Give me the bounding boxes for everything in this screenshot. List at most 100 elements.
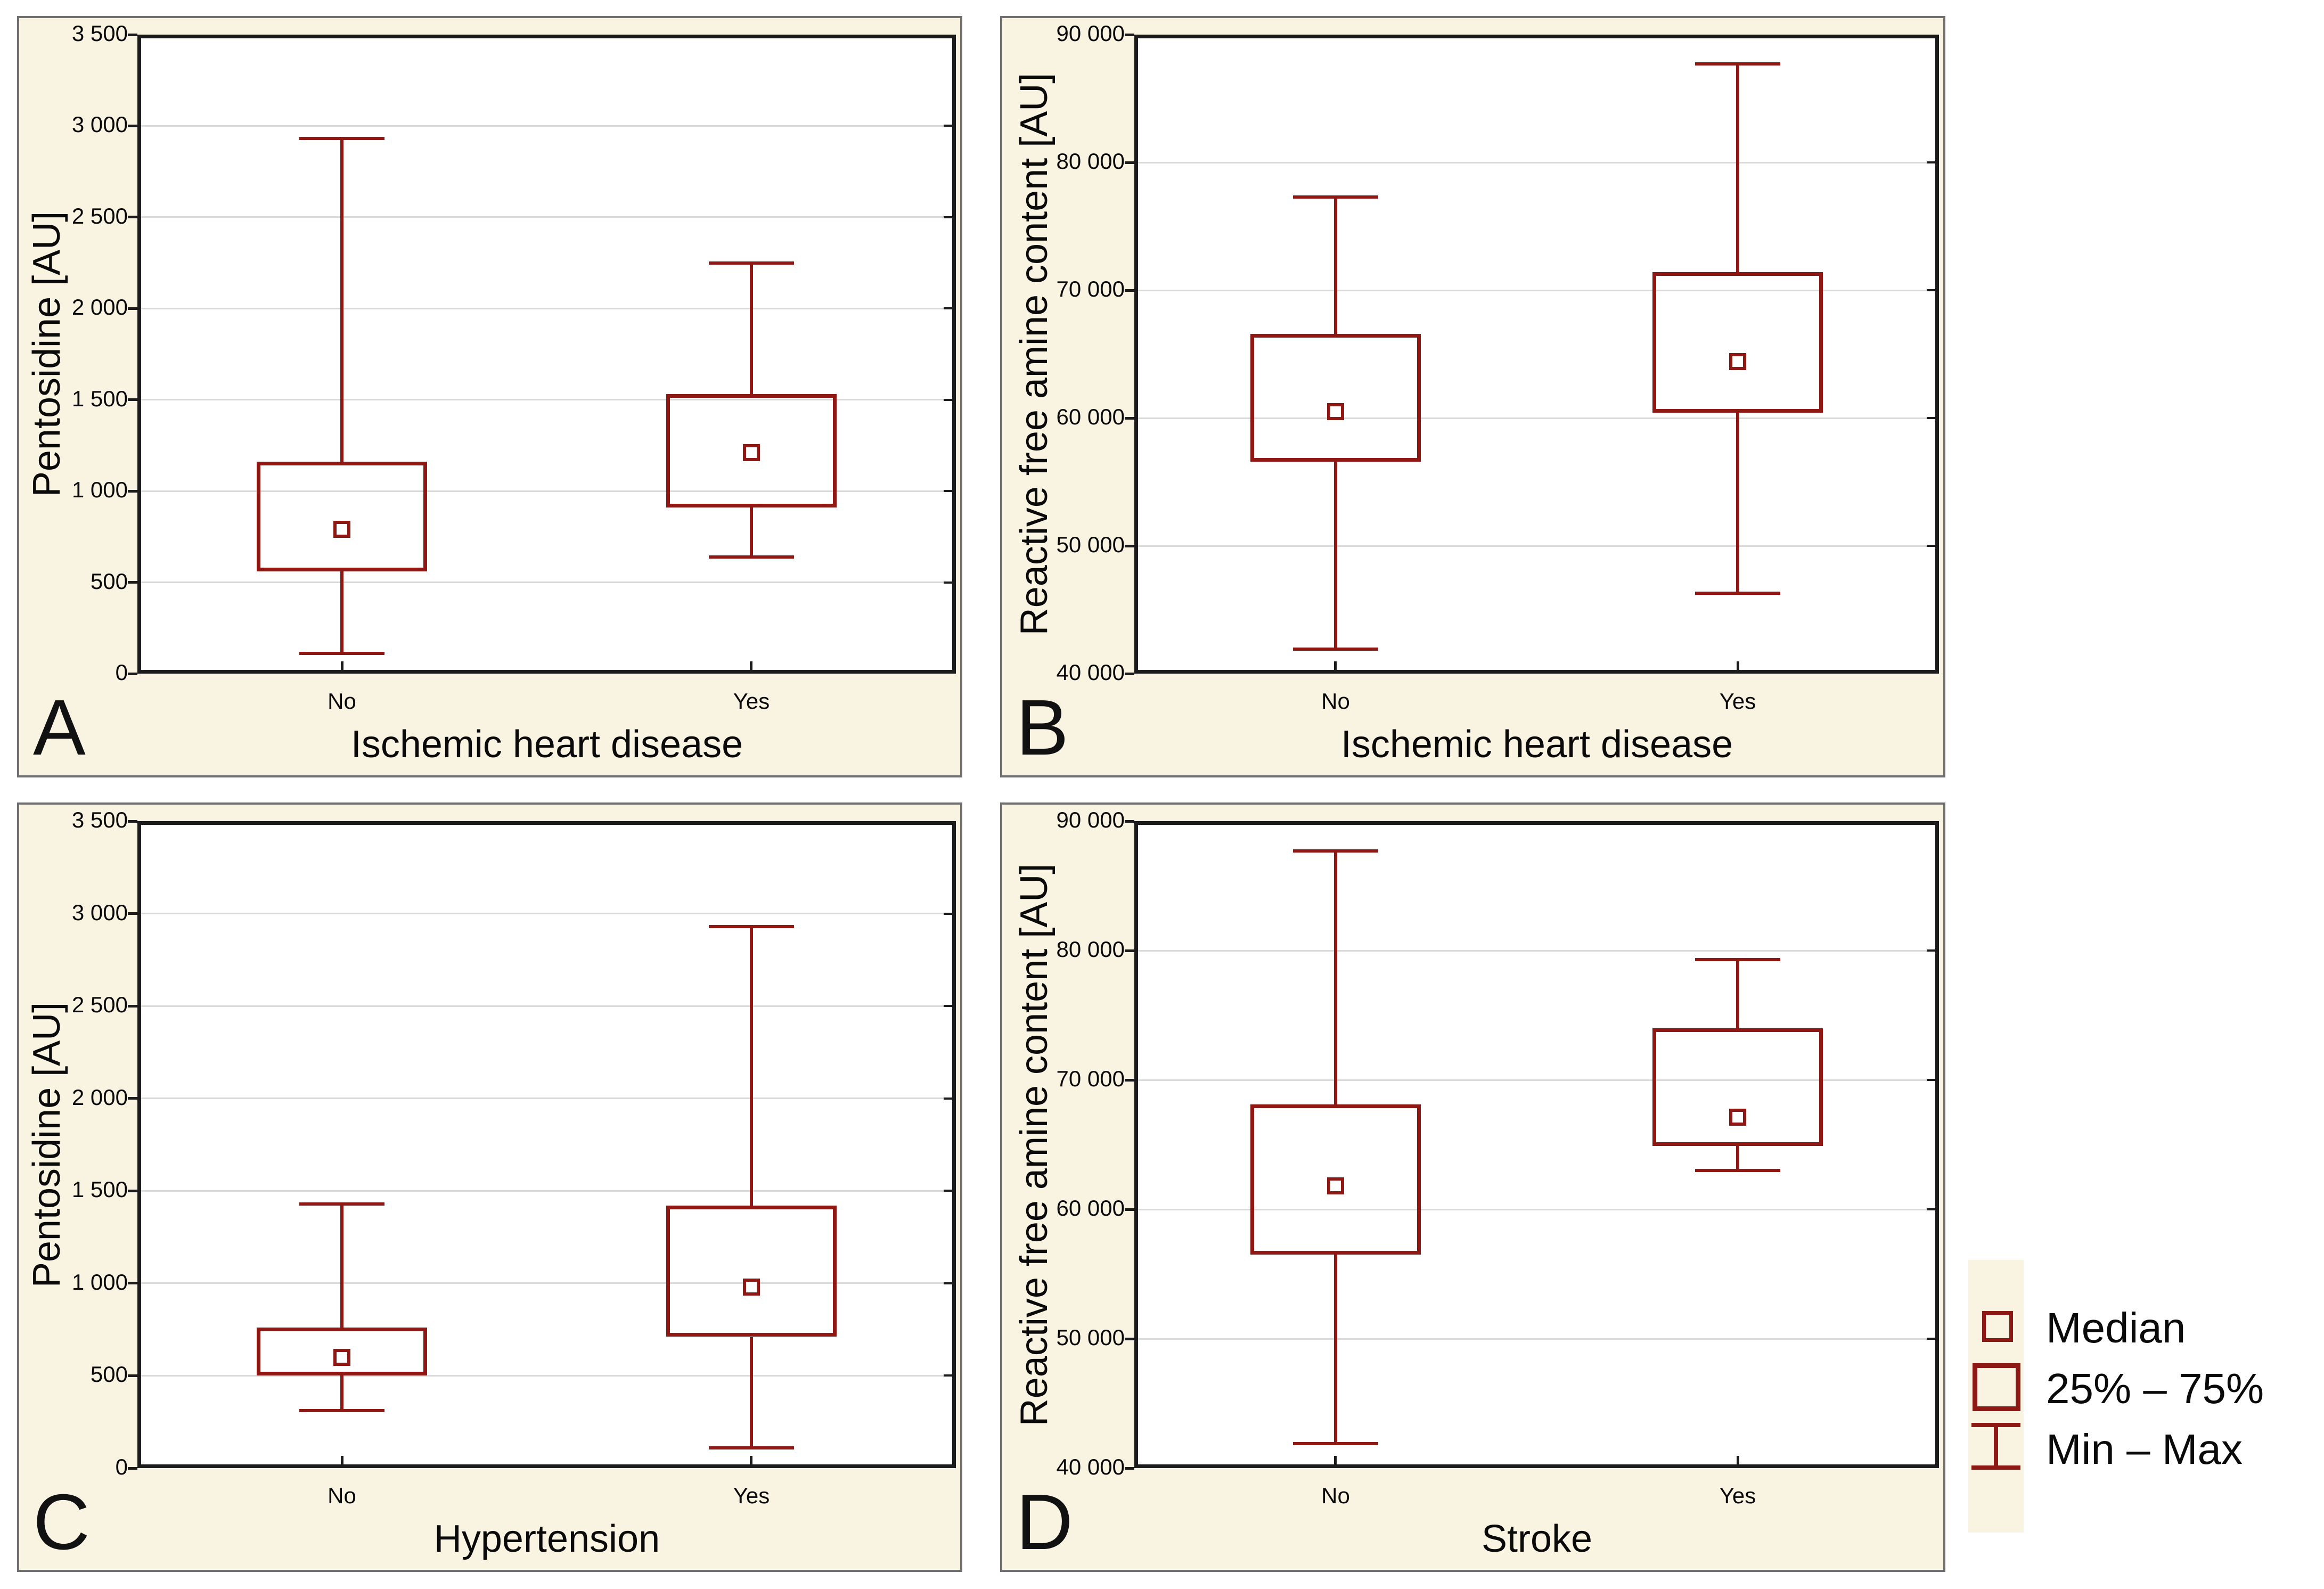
- iqr-box-icon: [1973, 1363, 2020, 1411]
- whisker-cap-min: [709, 1446, 794, 1449]
- y-tick-label: 0: [115, 660, 128, 685]
- iqr-box-yes: [1652, 1028, 1823, 1146]
- y-tick-mark: [1125, 34, 1134, 36]
- category-label: Yes: [1719, 689, 1756, 714]
- y-tick-mark: [128, 307, 137, 310]
- gridline: [1138, 1079, 1935, 1081]
- y-axis-title: Reactive free amine content [AU]: [1013, 863, 1055, 1427]
- y-tick-mark: [1125, 1467, 1134, 1470]
- y-tick-label: 3 000: [71, 900, 128, 925]
- whisker-lower: [1334, 462, 1337, 650]
- right-tick-mark: [1927, 417, 1935, 419]
- y-tick-mark: [1125, 673, 1134, 675]
- right-tick-mark: [1927, 161, 1935, 163]
- iqr-box-no: [257, 462, 427, 571]
- panel-letter-A: A: [33, 684, 86, 772]
- median-marker: [1327, 403, 1344, 420]
- plot-area-A: [137, 35, 956, 674]
- gridline: [141, 1005, 952, 1007]
- right-tick-mark: [944, 125, 952, 127]
- y-axis-title: Pentosidine [AU]: [26, 1002, 68, 1288]
- category-label: No: [328, 689, 356, 714]
- category-tick-mark: [1334, 661, 1337, 670]
- y-tick-mark: [128, 1282, 137, 1284]
- category-label: No: [328, 1483, 356, 1508]
- y-axis-title: Reactive free amine content [AU]: [1013, 72, 1055, 636]
- y-tick-mark: [128, 673, 137, 675]
- gridline: [1138, 417, 1935, 419]
- right-tick-mark: [944, 307, 952, 309]
- plot-area-C: [137, 821, 956, 1468]
- y-tick-mark: [128, 490, 137, 493]
- whisker-stem: [1994, 1427, 1998, 1465]
- median-marker: [333, 521, 350, 538]
- y-tick-mark: [128, 820, 137, 823]
- category-tick-mark: [341, 1456, 343, 1464]
- category-tick-mark: [750, 661, 752, 670]
- right-tick-mark: [944, 1005, 952, 1007]
- y-tick-mark: [128, 398, 137, 401]
- whisker-cap-min: [1695, 592, 1780, 595]
- gridline: [1138, 162, 1935, 163]
- y-tick-mark: [1125, 417, 1134, 420]
- category-tick-mark: [341, 661, 343, 670]
- y-tick-mark: [1125, 1079, 1134, 1082]
- gridline: [141, 490, 952, 492]
- legend-label-iqr: 25% – 75%: [2046, 1365, 2264, 1412]
- right-tick-mark: [944, 581, 952, 584]
- median-marker: [1327, 1177, 1344, 1194]
- median-marker: [743, 1279, 760, 1296]
- right-tick-mark: [944, 216, 952, 218]
- median-marker: [333, 1349, 350, 1366]
- gridline: [1138, 545, 1935, 547]
- y-tick-label: 40 000: [1056, 660, 1125, 685]
- y-tick-label: 3 000: [71, 112, 128, 137]
- y-tick-label: 2 000: [71, 1085, 128, 1110]
- y-tick-label: 500: [90, 569, 128, 594]
- whisker-cap-max: [299, 1202, 384, 1206]
- y-tick-label: 1 500: [71, 386, 128, 411]
- gridline: [141, 1190, 952, 1192]
- category-label: No: [1321, 689, 1350, 714]
- whisker-cap-bottom: [1971, 1465, 2020, 1470]
- y-tick-label: 90 000: [1056, 21, 1125, 46]
- category-label: Yes: [1719, 1483, 1756, 1508]
- gridline: [141, 913, 952, 914]
- y-tick-label: 500: [90, 1362, 128, 1387]
- y-tick-label: 50 000: [1056, 532, 1125, 557]
- gridline: [1138, 1338, 1935, 1340]
- whisker-upper: [1736, 960, 1739, 1028]
- right-tick-mark: [944, 1282, 952, 1284]
- y-tick-label: 70 000: [1056, 276, 1125, 301]
- whisker-lower: [1736, 1146, 1739, 1170]
- category-label: Yes: [733, 1483, 770, 1508]
- right-tick-mark: [1927, 949, 1935, 952]
- y-tick-mark: [1125, 545, 1134, 547]
- y-tick-label: 60 000: [1056, 1195, 1125, 1221]
- y-tick-label: 1 000: [71, 1269, 128, 1295]
- right-tick-mark: [1927, 1208, 1935, 1210]
- whisker-lower: [1736, 413, 1739, 593]
- whisker-cap-min: [299, 652, 384, 655]
- category-tick-mark: [1334, 1456, 1337, 1464]
- category-label: No: [1321, 1483, 1350, 1508]
- whisker-cap-max: [1293, 849, 1378, 853]
- right-tick-mark: [1927, 1079, 1935, 1081]
- x-axis-title: Ischemic heart disease: [1340, 723, 1733, 766]
- y-tick-label: 70 000: [1056, 1066, 1125, 1091]
- gridline: [141, 1375, 952, 1377]
- whisker-lower: [340, 1375, 343, 1411]
- y-tick-mark: [1125, 820, 1134, 823]
- whisker-cap-max: [1695, 958, 1780, 961]
- whisker-cap-min: [299, 1409, 384, 1412]
- legend-label-minmax: Min – Max: [2046, 1426, 2243, 1473]
- category-tick-mark: [750, 1456, 752, 1464]
- whisker-cap-max: [299, 137, 384, 140]
- right-tick-mark: [1927, 1338, 1935, 1340]
- y-tick-mark: [128, 1005, 137, 1008]
- x-axis-title: Hypertension: [433, 1518, 660, 1560]
- whisker-cap-min: [709, 555, 794, 559]
- category-label: Yes: [733, 689, 770, 714]
- y-tick-mark: [128, 1097, 137, 1100]
- y-tick-label: 2 500: [71, 203, 128, 228]
